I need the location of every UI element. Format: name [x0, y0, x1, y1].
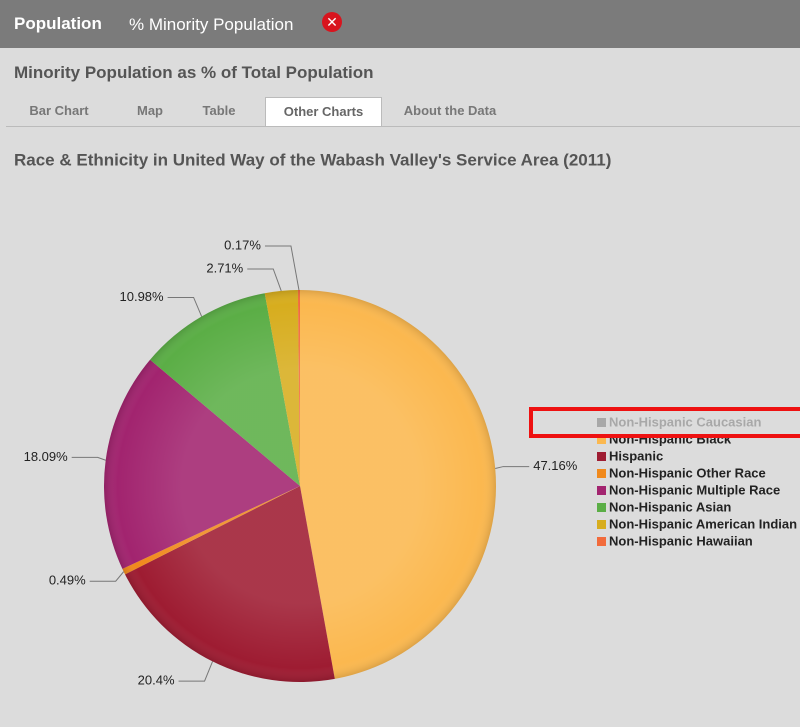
- leader-line: [495, 466, 530, 470]
- tab[interactable]: About the Data: [403, 103, 497, 118]
- legend-item[interactable]: Non-Hispanic Caucasian: [609, 414, 761, 429]
- legend-item[interactable]: Non-Hispanic Other Race: [609, 465, 766, 480]
- leader-line: [167, 296, 203, 317]
- tab[interactable]: Bar Chart: [29, 103, 89, 118]
- data-label: 0.49%: [49, 573, 86, 588]
- legend-item[interactable]: Non-Hispanic American Indian: [609, 516, 797, 531]
- leader-line: [247, 268, 282, 292]
- top-bar: Population % Minority Population ✕: [0, 0, 800, 48]
- legend-item[interactable]: Hispanic: [609, 448, 663, 463]
- pie-slice: [300, 290, 496, 679]
- legend-swatch: [597, 537, 606, 546]
- leader-line: [71, 456, 106, 461]
- legend-swatch: [597, 503, 606, 512]
- tab[interactable]: Other Charts: [265, 97, 382, 126]
- chart: Race & Ethnicity in United Way of the Wa…: [14, 150, 800, 688]
- header-title: Population: [14, 14, 102, 33]
- data-label: 20.4%: [138, 673, 175, 688]
- chart-title: Race & Ethnicity in United Way of the Wa…: [14, 150, 611, 169]
- legend-swatch: [597, 435, 606, 444]
- close-button[interactable]: ✕: [322, 12, 342, 32]
- header-subtitle: % Minority Population: [129, 15, 294, 34]
- tab-bar: Bar Chart Map Table Other Charts About the D…: [6, 97, 800, 127]
- legend-item[interactable]: Non-Hispanic Multiple Race: [609, 482, 780, 497]
- data-label: 2.71%: [206, 260, 243, 275]
- tab[interactable]: Map: [137, 103, 163, 118]
- data-label: 18.09%: [24, 449, 69, 464]
- highlight-box: [529, 407, 800, 438]
- heading: Minority Population as % of Total Popula…: [14, 63, 374, 82]
- legend-item[interactable]: Non-Hispanic Black: [609, 431, 732, 446]
- leader-line: [264, 245, 300, 291]
- leader-line: [178, 661, 214, 682]
- legend-item[interactable]: Non-Hispanic Asian: [609, 499, 731, 514]
- data-label: 0.17%: [224, 237, 261, 252]
- legend-swatch: [597, 486, 606, 495]
- data-label: 47.16%: [533, 458, 578, 473]
- legend-swatch: [597, 520, 606, 529]
- legend-item[interactable]: Non-Hispanic Hawaiian: [609, 533, 753, 548]
- leader-line: [89, 571, 125, 582]
- legend-swatch: [597, 418, 606, 427]
- legend-swatch: [597, 469, 606, 478]
- legend-swatch: [597, 452, 606, 461]
- data-label: 10.98%: [120, 289, 165, 304]
- tab[interactable]: Table: [202, 103, 236, 118]
